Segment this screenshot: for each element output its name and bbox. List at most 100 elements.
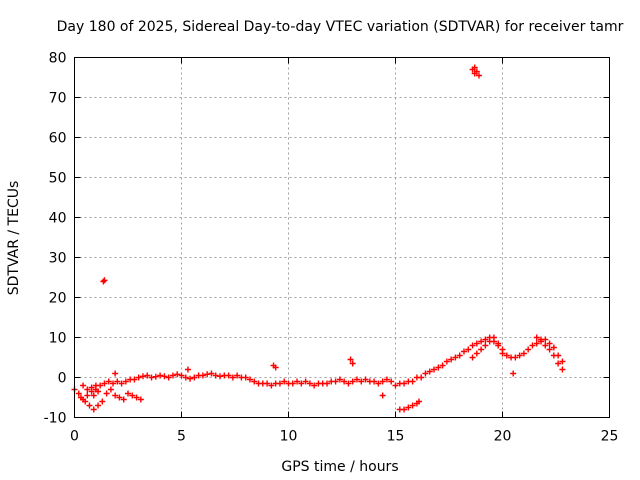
data-point — [473, 340, 480, 347]
data-point — [349, 360, 356, 367]
data-point — [422, 370, 429, 377]
data-point — [448, 356, 455, 363]
data-point — [112, 392, 119, 399]
data-point — [101, 380, 108, 387]
y-tick-label: 40 — [49, 211, 67, 227]
data-point — [345, 380, 352, 387]
data-point — [199, 372, 206, 379]
data-point — [82, 398, 89, 405]
data-point — [439, 362, 446, 369]
data-point — [358, 378, 365, 385]
data-point — [550, 344, 557, 351]
data-point — [341, 378, 348, 385]
data-point — [100, 278, 107, 285]
data-point — [178, 372, 185, 379]
data-point — [486, 338, 493, 345]
data-point — [229, 374, 236, 381]
data-point — [383, 376, 390, 383]
data-point — [276, 380, 283, 387]
data-point — [88, 384, 95, 391]
data-point — [148, 374, 155, 381]
data-point — [371, 378, 378, 385]
data-point — [379, 392, 386, 399]
data-point — [431, 366, 438, 373]
data-point — [525, 346, 532, 353]
data-point — [471, 70, 478, 77]
y-axis-label: SDTVAR / TECUs — [6, 181, 22, 296]
data-point — [546, 340, 553, 347]
data-point — [135, 374, 142, 381]
data-point — [533, 340, 540, 347]
data-point — [336, 376, 343, 383]
data-point — [298, 380, 305, 387]
data-point — [469, 354, 476, 361]
data-point — [510, 370, 517, 377]
data-point — [471, 64, 478, 71]
data-point — [139, 373, 146, 380]
data-point — [490, 334, 497, 341]
data-point — [443, 358, 450, 365]
data-point — [281, 378, 288, 385]
data-point — [264, 380, 271, 387]
x-tick-label: 0 — [70, 429, 79, 445]
data-point — [120, 396, 127, 403]
data-point — [208, 370, 215, 377]
data-point — [112, 370, 119, 377]
data-point — [388, 378, 395, 385]
y-tick-label: 10 — [49, 331, 67, 347]
data-point — [122, 378, 129, 385]
data-point — [475, 72, 482, 79]
data-point — [503, 352, 510, 359]
data-point — [92, 382, 99, 389]
data-point — [353, 376, 360, 383]
data-point — [80, 382, 87, 389]
data-point — [289, 380, 296, 387]
y-tick-label: 80 — [49, 51, 67, 67]
data-point — [516, 352, 523, 359]
y-tick-label: -10 — [44, 411, 67, 427]
data-point — [103, 390, 110, 397]
data-point — [234, 372, 241, 379]
data-point — [405, 404, 412, 411]
data-point — [212, 372, 219, 379]
data-point — [550, 352, 557, 359]
y-tick-label: 50 — [49, 171, 67, 187]
grid-lines — [74, 57, 610, 418]
y-tick-label: 70 — [49, 91, 67, 107]
data-point — [409, 402, 416, 409]
data-point — [217, 373, 224, 380]
data-point — [538, 336, 545, 343]
data-point — [452, 354, 459, 361]
plot-frame — [74, 57, 610, 418]
data-point — [546, 346, 553, 353]
data-point — [204, 371, 211, 378]
data-point — [379, 378, 386, 385]
data-point — [116, 394, 123, 401]
data-point — [268, 382, 275, 389]
y-tick-label: 60 — [49, 131, 67, 147]
x-tick-label: 15 — [387, 429, 405, 445]
data-point — [529, 342, 536, 349]
data-point — [114, 378, 121, 385]
data-point — [75, 390, 82, 397]
data-point — [101, 277, 108, 284]
data-point — [118, 380, 125, 387]
data-point — [416, 398, 423, 405]
data-point — [169, 372, 176, 379]
data-point — [107, 386, 114, 393]
data-point — [401, 406, 408, 413]
data-point — [95, 388, 102, 395]
data-point — [110, 380, 117, 387]
data-point — [473, 350, 480, 357]
data-point — [77, 394, 84, 401]
data-point — [251, 378, 258, 385]
data-point — [152, 373, 159, 380]
data-point — [533, 334, 540, 341]
data-point — [435, 364, 442, 371]
data-point — [302, 378, 309, 385]
data-point — [246, 376, 253, 383]
data-point — [478, 346, 485, 353]
data-point — [478, 338, 485, 345]
data-point — [401, 380, 408, 387]
